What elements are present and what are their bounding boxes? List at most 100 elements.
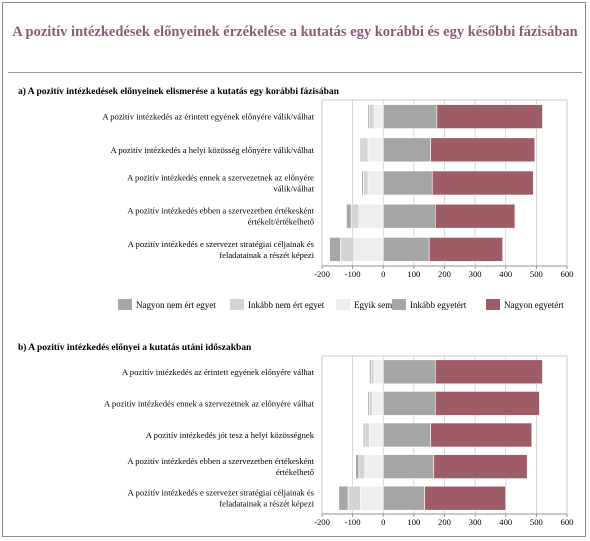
chart2-tick-label-4: 200 <box>438 517 451 527</box>
legend-swatch-2 <box>230 299 244 310</box>
chart1-bar-5-s4 <box>382 237 430 262</box>
chart1-bar-1-s5 <box>436 104 543 129</box>
chart1-bar-2-s4 <box>382 137 432 163</box>
legend-label-1: Nagyon nem ért egyet <box>136 299 216 310</box>
chart1-tick-label-1: -100 <box>345 269 361 279</box>
chart2-category-label-1: A pozitív intézkedés az érintett egyének… <box>122 367 315 377</box>
chart2-bar-4-s5 <box>433 454 528 479</box>
chart2-tick-label-1: -100 <box>345 517 361 527</box>
legend-swatch-3 <box>336 299 350 310</box>
legend: Nagyon nem ért egyet Inkább nem ért egye… <box>118 299 578 313</box>
chart1-tick-label-8: 600 <box>561 269 574 279</box>
chart2-tick-label-6: 400 <box>499 517 512 527</box>
chart2-bar-4-s3 <box>364 454 384 479</box>
title-divider <box>8 72 582 73</box>
chart2-tick-label-5: 300 <box>469 517 482 527</box>
legend-item-2: Inkább nem ért egyet <box>230 299 324 310</box>
legend-item-1: Nagyon nem ért egyet <box>118 299 216 310</box>
legend-item-4: Inkább egyetért <box>392 299 466 310</box>
legend-label-4: Inkább egyetért <box>410 299 467 310</box>
chart2-bar-3-s5 <box>430 422 533 448</box>
chart2-bar-3-s2 <box>364 422 370 448</box>
chart2-category-label-2: A pozitív intézkedés ennek a szervezetne… <box>104 398 315 408</box>
chart2-bar-1-s3 <box>373 359 384 385</box>
chart1-bar-2-s2 <box>361 137 369 163</box>
chart2-bar-4-s2 <box>358 454 366 479</box>
chart2-bar-3-s3 <box>369 422 384 448</box>
chart1-bar-5-s2 <box>340 237 355 262</box>
chart2-tick-label-3: 100 <box>407 517 420 527</box>
chart1-bar-1-s2 <box>369 104 375 129</box>
legend-swatch-1 <box>118 299 132 310</box>
chart1-category-label-1: A pozitív intézkedés az érintett egyének… <box>102 112 314 122</box>
chart1-bar-2-s5 <box>430 137 536 163</box>
chart1-category-label-3-line-1: A pozitív intézkedés ennek a szervezetne… <box>127 173 314 183</box>
chart1-bar-4-s4 <box>382 203 436 229</box>
chart1-bar-4-s1 <box>346 203 352 229</box>
chart1-category-label-2: A pozitív intézkedés a helyi közösség el… <box>110 145 314 155</box>
chart1-bar-1-s1 <box>367 104 370 129</box>
chart1-tick-label-0: -200 <box>314 269 330 279</box>
chart1-bar-4-s5 <box>435 203 516 229</box>
chart2-bar-4-s1 <box>355 454 360 479</box>
chart1-bar-3-s4 <box>382 170 433 196</box>
chart2-bar-3-s4 <box>382 422 432 448</box>
legend-label-3: Egyik sem <box>354 299 393 310</box>
chart1-bar-3-s3 <box>367 170 384 196</box>
chart2-bar-2-s3 <box>372 391 384 416</box>
legend-item-3: Egyik sem <box>336 299 392 310</box>
chart1-bar-3-s1 <box>361 170 364 196</box>
figure-title: A pozitív intézkedések előnyeinek érzéke… <box>12 24 578 40</box>
chart2-bar-5-s4 <box>382 485 425 511</box>
chart2-category-label-5-line-2: feladatainak a részét képezi <box>219 499 314 509</box>
chart1-tick-label-3: 100 <box>407 269 420 279</box>
chart2-category-label-4-line-2: értékelhető <box>276 467 314 477</box>
chart1-category-label-5-line-2: feladatainak a részét képezi <box>219 250 314 260</box>
chart2-bar-1-s4 <box>382 359 436 385</box>
chart2-tick-label-2: 0 <box>381 517 385 527</box>
chart2-bar-5-s2 <box>347 485 361 511</box>
legend-swatch-4 <box>392 299 406 310</box>
chart1-tick-label-5: 300 <box>469 269 482 279</box>
chart2-bar-1-s2 <box>370 359 375 385</box>
chart1-bar-4-s3 <box>358 203 384 229</box>
chart2-bar-2-s4 <box>382 391 436 416</box>
chart1-bar-3-s5 <box>431 170 534 196</box>
chart1-bar-2-s1 <box>359 137 363 163</box>
chart2-category-label-5-line-1: A pozitív intézkedés e szervezet stratég… <box>128 488 315 498</box>
chart2-category-label-3: A pozitív intézkedés jót tesz a helyi kö… <box>146 430 315 440</box>
chart1-tick-label-2: 0 <box>381 269 385 279</box>
chart2-bar-1-s5 <box>435 359 543 385</box>
chart2-bar-5-s3 <box>359 485 384 511</box>
chart1-bar-1-s4 <box>382 104 438 129</box>
chart2-tick-label-8: 600 <box>561 517 574 527</box>
chart2-tick-label-0: -200 <box>314 517 330 527</box>
chart1-tick-label-7: 500 <box>530 269 543 279</box>
legend-swatch-5 <box>486 299 500 310</box>
chart1-tick-label-6: 400 <box>499 269 512 279</box>
chart1-bar-5-s5 <box>428 237 503 262</box>
legend-label-2: Inkább nem ért egyet <box>248 299 325 310</box>
chart1-category-label-3-line-2: válik/válhat <box>273 184 314 194</box>
figure-frame <box>2 2 586 537</box>
chart1-bar-1-s3 <box>373 104 384 129</box>
chart1-category-label-4-line-2: értékelt/értékelhető <box>248 217 314 227</box>
legend-item-5: Nagyon egyetért <box>486 299 564 310</box>
chart2-bar-2-s2 <box>369 391 373 416</box>
chart2-bar-1-s1 <box>369 359 372 385</box>
chart2-bar-2-s5 <box>435 391 540 416</box>
chart1-category-label-4-line-1: A pozitív intézkedés ebben a szervezetbe… <box>127 206 314 216</box>
chart2-category-label-4-line-1: A pozitív intézkedés ebben a szervezetbe… <box>127 456 314 466</box>
chart2-bar-5-s1 <box>338 485 349 511</box>
panel-a-title: a) A pozitív intézkedések előnyeinek eli… <box>18 87 339 97</box>
chart1-category-label-5-line-1: A pozitív intézkedés e szervezet stratég… <box>128 239 315 249</box>
chart1-bar-5-s1 <box>329 237 341 262</box>
chart2-bar-2-s1 <box>367 391 370 416</box>
chart2-bar-3-s1 <box>363 422 366 448</box>
chart1-bar-4-s2 <box>350 203 360 229</box>
chart1-tick-label-4: 200 <box>438 269 451 279</box>
chart1-bar-2-s3 <box>367 137 384 163</box>
chart2-bar-5-s5 <box>424 485 507 511</box>
panel-b-title: b) A pozitív intézkedés előnyei a kutatá… <box>18 343 252 353</box>
